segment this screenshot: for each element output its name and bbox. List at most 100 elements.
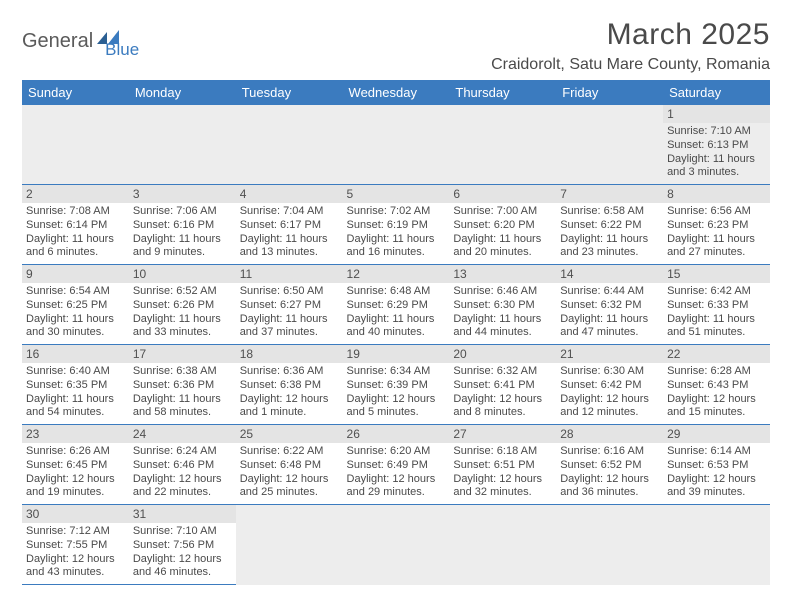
day-info-line: Daylight: 11 hours: [133, 393, 232, 407]
day-info-line: Daylight: 12 hours: [453, 393, 552, 407]
day-info-line: Daylight: 12 hours: [26, 553, 125, 567]
day-number: 21: [556, 345, 663, 363]
day-info-line: Sunrise: 6:30 AM: [560, 365, 659, 379]
day-info-line: Sunrise: 6:50 AM: [240, 285, 339, 299]
day-info-line: Daylight: 11 hours: [347, 233, 446, 247]
weekday-thursday: Thursday: [449, 80, 556, 105]
day-number: 4: [236, 185, 343, 203]
day-info-line: Daylight: 12 hours: [667, 393, 766, 407]
calendar-cell: [343, 505, 450, 585]
calendar-cell: 3Sunrise: 7:06 AMSunset: 6:16 PMDaylight…: [129, 185, 236, 265]
day-info-line: Daylight: 11 hours: [667, 313, 766, 327]
calendar-cell: 9Sunrise: 6:54 AMSunset: 6:25 PMDaylight…: [22, 265, 129, 345]
day-info-line: Sunrise: 6:40 AM: [26, 365, 125, 379]
day-info-line: and 19 minutes.: [26, 486, 125, 500]
day-info-line: Daylight: 11 hours: [26, 313, 125, 327]
day-info-line: Daylight: 11 hours: [667, 233, 766, 247]
day-info-line: Sunset: 6:45 PM: [26, 459, 125, 473]
day-info-line: Daylight: 11 hours: [347, 313, 446, 327]
calendar-cell: [663, 505, 770, 585]
day-number: 12: [343, 265, 450, 283]
day-info-line: Sunrise: 6:38 AM: [133, 365, 232, 379]
day-number: 14: [556, 265, 663, 283]
day-info-line: Sunset: 6:35 PM: [26, 379, 125, 393]
day-info-line: Sunrise: 6:58 AM: [560, 205, 659, 219]
day-info-line: Sunset: 6:53 PM: [667, 459, 766, 473]
location: Craidorolt, Satu Mare County, Romania: [491, 56, 770, 74]
calendar-cell: 10Sunrise: 6:52 AMSunset: 6:26 PMDayligh…: [129, 265, 236, 345]
calendar-cell: [22, 105, 129, 185]
day-info-line: and 5 minutes.: [347, 406, 446, 420]
calendar-row: 9Sunrise: 6:54 AMSunset: 6:25 PMDaylight…: [22, 265, 770, 345]
day-info-line: Daylight: 11 hours: [133, 313, 232, 327]
day-number: 6: [449, 185, 556, 203]
day-info-line: Sunrise: 6:24 AM: [133, 445, 232, 459]
day-number: 20: [449, 345, 556, 363]
day-info-line: Sunset: 6:20 PM: [453, 219, 552, 233]
day-info-line: Daylight: 11 hours: [240, 233, 339, 247]
day-info-line: and 25 minutes.: [240, 486, 339, 500]
day-info-line: Daylight: 11 hours: [453, 233, 552, 247]
day-info-line: Sunset: 6:36 PM: [133, 379, 232, 393]
day-info-line: and 39 minutes.: [667, 486, 766, 500]
calendar-cell: 28Sunrise: 6:16 AMSunset: 6:52 PMDayligh…: [556, 425, 663, 505]
calendar-cell: 25Sunrise: 6:22 AMSunset: 6:48 PMDayligh…: [236, 425, 343, 505]
day-info-line: and 23 minutes.: [560, 246, 659, 260]
day-info-line: Sunset: 6:26 PM: [133, 299, 232, 313]
day-number: 25: [236, 425, 343, 443]
day-info-line: Sunset: 6:22 PM: [560, 219, 659, 233]
calendar-cell: 21Sunrise: 6:30 AMSunset: 6:42 PMDayligh…: [556, 345, 663, 425]
day-info-line: Daylight: 12 hours: [347, 393, 446, 407]
calendar-cell: 19Sunrise: 6:34 AMSunset: 6:39 PMDayligh…: [343, 345, 450, 425]
calendar-row: 30Sunrise: 7:12 AMSunset: 7:55 PMDayligh…: [22, 505, 770, 585]
calendar-cell: [236, 505, 343, 585]
weekday-monday: Monday: [129, 80, 236, 105]
calendar-cell: [236, 105, 343, 185]
day-info-line: Sunset: 6:33 PM: [667, 299, 766, 313]
calendar-cell: 6 Sunrise: 7:00 AMSunset: 6:20 PMDaylight…: [449, 185, 556, 265]
day-info-line: Sunrise: 6:56 AM: [667, 205, 766, 219]
calendar-cell: [343, 105, 450, 185]
day-info-line: and 37 minutes.: [240, 326, 339, 340]
day-info-line: Sunset: 6:17 PM: [240, 219, 339, 233]
day-info-line: Sunrise: 6:42 AM: [667, 285, 766, 299]
day-info-line: Sunrise: 7:08 AM: [26, 205, 125, 219]
day-info-line: and 58 minutes.: [133, 406, 232, 420]
day-info-line: Sunset: 6:46 PM: [133, 459, 232, 473]
calendar-row: 23 Sunrise: 6:26 AMSunset: 6:45 PM Dayligh…: [22, 425, 770, 505]
day-number: 10: [129, 265, 236, 283]
day-info-line: and 8 minutes.: [453, 406, 552, 420]
day-number: 13: [449, 265, 556, 283]
day-info-line: Sunset: 6:30 PM: [453, 299, 552, 313]
day-info-line: and 46 minutes.: [133, 566, 232, 580]
day-info-line: Daylight: 12 hours: [453, 473, 552, 487]
calendar-cell: 29Sunrise: 6:14 AMSunset: 6:53 PMDayligh…: [663, 425, 770, 505]
calendar-cell: 12Sunrise: 6:48 AMSunset: 6:29 PMDayligh…: [343, 265, 450, 345]
day-info-line: and 6 minutes.: [26, 246, 125, 260]
day-info-line: Sunrise: 7:02 AM: [347, 205, 446, 219]
logo: General Blue: [22, 18, 139, 60]
day-info-line: and 16 minutes.: [347, 246, 446, 260]
day-info-line: and 47 minutes.: [560, 326, 659, 340]
day-info-line: Daylight: 11 hours: [453, 313, 552, 327]
day-number: 22: [663, 345, 770, 363]
day-info-line: Sunrise: 7:00 AM: [453, 205, 552, 219]
day-info-line: and 43 minutes.: [26, 566, 125, 580]
calendar-table: Sunday Monday Tuesday Wednesday Thursday…: [22, 80, 770, 585]
day-info-line: and 27 minutes.: [667, 246, 766, 260]
day-info-line: Sunset: 6:16 PM: [133, 219, 232, 233]
calendar-cell: 22Sunrise: 6:28 AMSunset: 6:43 PMDayligh…: [663, 345, 770, 425]
day-info-line: Sunrise: 6:26 AM: [26, 445, 125, 459]
day-number: 26: [343, 425, 450, 443]
day-info-line: Sunset: 6:23 PM: [667, 219, 766, 233]
day-info-line: Sunrise: 6:54 AM: [26, 285, 125, 299]
day-number: 23: [22, 425, 129, 443]
calendar-cell: 27Sunrise: 6:18 AMSunset: 6:51 PMDayligh…: [449, 425, 556, 505]
calendar-cell: 1Sunrise: 7:10 AMSunset: 6:13 PMDaylight…: [663, 105, 770, 185]
day-info-line: Sunrise: 6:36 AM: [240, 365, 339, 379]
day-info-line: and 30 minutes.: [26, 326, 125, 340]
calendar-cell: 23Sunrise: 6:26 AMSunset: 6:45 PMDayligh…: [22, 425, 129, 505]
calendar-cell: 7Sunrise: 6:58 AMSunset: 6:22 PMDaylight…: [556, 185, 663, 265]
day-info-line: Sunset: 6:25 PM: [26, 299, 125, 313]
day-info-line: Sunset: 6:49 PM: [347, 459, 446, 473]
